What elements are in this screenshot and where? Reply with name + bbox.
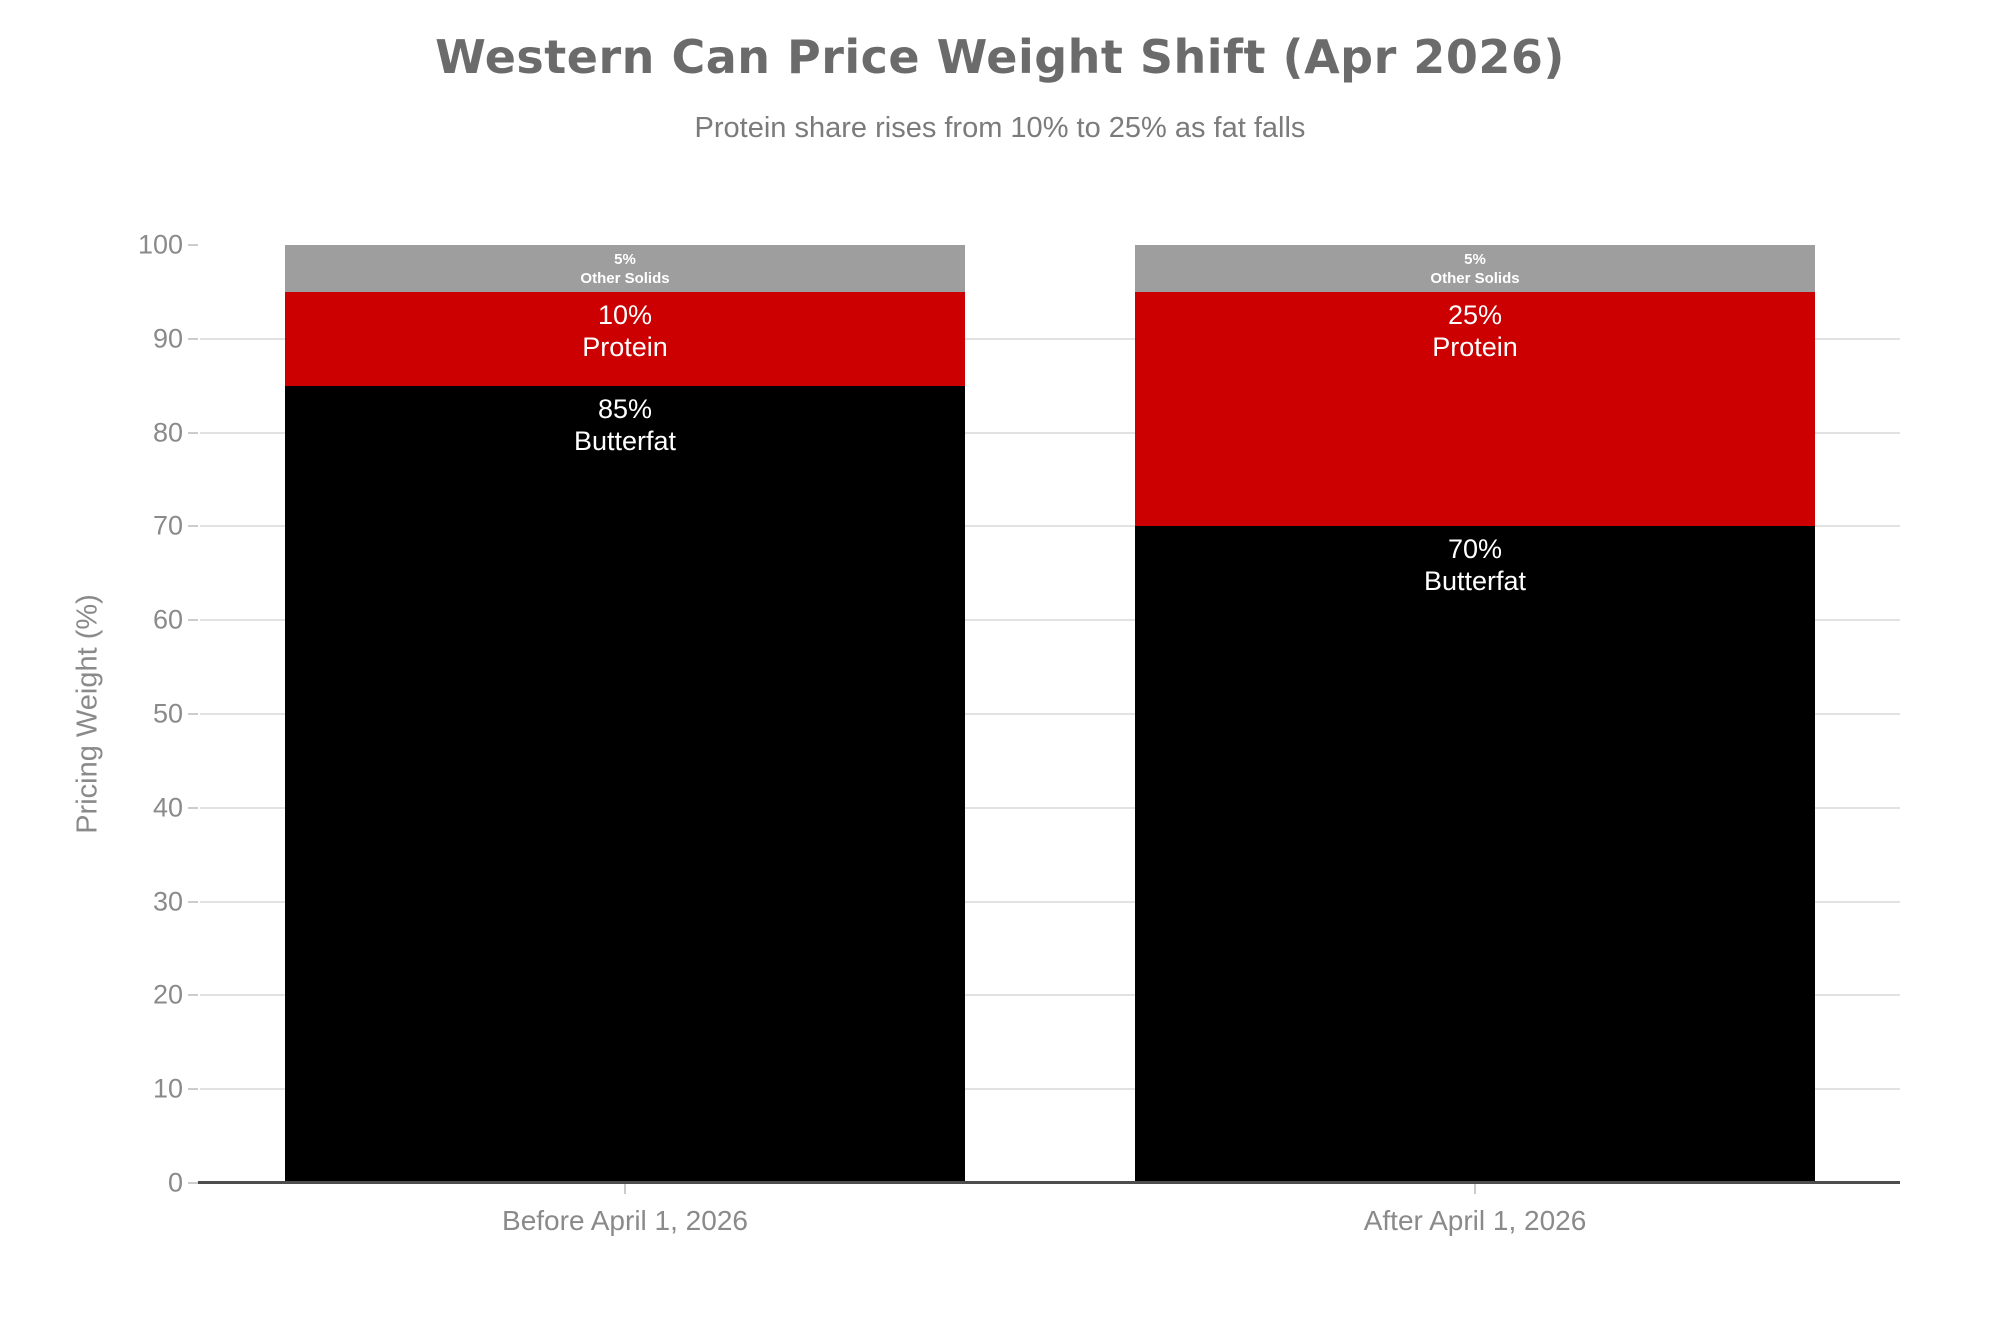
y-tick-label-40: 40	[152, 792, 183, 823]
y-axis-title: Pricing Weight (%)	[71, 594, 104, 834]
gridline-40	[200, 806, 1900, 809]
segment-percent: 5%	[1464, 251, 1486, 269]
segment-label: 5% Other Solids	[285, 250, 965, 288]
y-tick-label-0: 0	[167, 1167, 183, 1198]
y-tick-40	[188, 806, 198, 809]
y-tick-100	[188, 244, 198, 246]
bar-segment-butterfat: 85% Butterfat	[285, 385, 965, 1183]
segment-label: 70% Butterfat	[1135, 533, 1815, 597]
y-tick-label-100: 100	[137, 229, 183, 260]
y-tick-label-70: 70	[152, 510, 183, 541]
segment-label: 10% Protein	[285, 299, 965, 363]
gridline-50	[200, 713, 1900, 715]
y-tick-60	[188, 619, 198, 622]
gridline-30	[200, 900, 1900, 903]
bar-segment-other-solids: 5% Other Solids	[285, 245, 965, 292]
x-tick-2	[1474, 1183, 1476, 1194]
y-tick-label-30: 30	[152, 886, 183, 917]
y-tick-label-80: 80	[152, 417, 183, 448]
segment-percent: 10%	[597, 299, 653, 330]
chart-title: Western Can Price Weight Shift (Apr 2026…	[435, 30, 1565, 84]
y-tick-label-20: 20	[152, 979, 183, 1010]
segment-name: Butterfat	[573, 425, 677, 456]
y-tick-label-90: 90	[152, 323, 183, 354]
y-tick-10	[188, 1088, 198, 1091]
segment-percent: 70%	[1447, 534, 1503, 565]
x-tick-1	[624, 1183, 626, 1194]
gridline-20	[200, 994, 1900, 997]
segment-name: Other Solids	[1430, 270, 1520, 288]
y-tick-label-10: 10	[152, 1073, 183, 1104]
bar-segment-protein: 10% Protein	[285, 291, 965, 386]
x-axis-category-label: After April 1, 2026	[1363, 1205, 1587, 1236]
chart-subtitle: Protein share rises from 10% to 25% as f…	[694, 112, 1306, 144]
stacked-bar-1: 85% Butterfat 10% Protein 5% Other Solids	[285, 245, 965, 1183]
segment-name: Protein	[1432, 331, 1518, 362]
segment-name: Butterfat	[1423, 566, 1527, 597]
y-tick-label-50: 50	[152, 698, 183, 729]
y-tick-70	[188, 525, 198, 528]
y-tick-20	[188, 994, 198, 997]
segment-label: 85% Butterfat	[285, 393, 965, 457]
y-tick-50	[188, 713, 198, 715]
bar-segment-butterfat: 70% Butterfat	[1135, 526, 1815, 1183]
segment-percent: 25%	[1447, 299, 1503, 330]
y-tick-label-60: 60	[152, 604, 183, 635]
segment-label: 25% Protein	[1135, 299, 1815, 363]
segment-name: Other Solids	[580, 270, 670, 288]
y-tick-80	[188, 431, 198, 434]
segment-percent: 85%	[597, 393, 653, 424]
gridline-70	[200, 525, 1900, 528]
y-tick-90	[188, 337, 198, 340]
gridline-10	[200, 1088, 1900, 1091]
x-axis-line	[198, 1181, 1900, 1184]
stacked-bar-2: 70% Butterfat 25% Protein 5% Other Solids	[1135, 245, 1815, 1183]
x-axis-category-label: Before April 1, 2026	[502, 1205, 748, 1236]
plot-area: 0 10 20 30 40 50 60 70 80 90 100 85% Butterfat 10% Pro…	[138, 230, 1900, 1236]
gridline-60	[200, 619, 1900, 622]
gridline-90	[200, 337, 1900, 340]
bar-segment-other-solids: 5% Other Solids	[1135, 245, 1815, 292]
gridline-80	[200, 431, 1900, 434]
segment-name: Protein	[582, 331, 668, 362]
bar-segment-protein: 25% Protein	[1135, 291, 1815, 527]
segment-label: 5% Other Solids	[1135, 250, 1815, 288]
y-tick-30	[188, 900, 198, 903]
y-tick-0	[188, 1182, 198, 1184]
segment-percent: 5%	[614, 251, 636, 269]
